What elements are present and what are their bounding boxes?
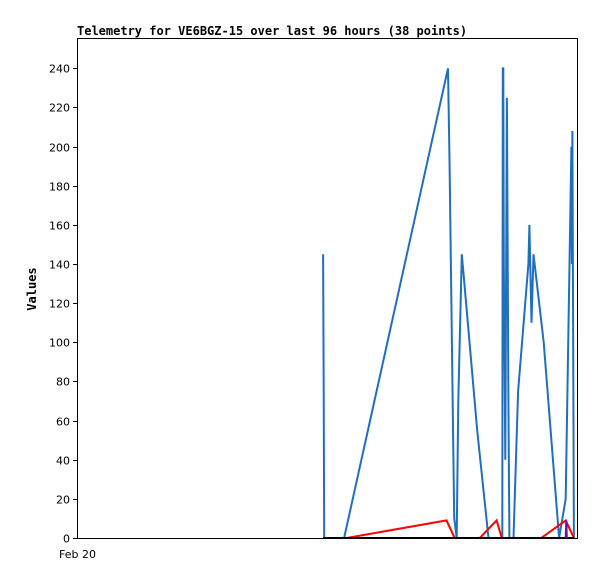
y-tick-label-180: 180 xyxy=(49,181,70,194)
y-tick-label-140: 140 xyxy=(49,259,70,272)
series-group xyxy=(322,67,575,539)
y-tick-label-0: 0 xyxy=(63,533,70,546)
series-line-1 xyxy=(323,518,575,539)
y-tick-label-60: 60 xyxy=(56,416,70,429)
x-axis: Feb 20 xyxy=(59,548,96,561)
y-tick-label-80: 80 xyxy=(56,376,70,389)
x-tick-label-0: Feb 20 xyxy=(59,548,96,561)
y-axis: 0 20 40 60 80 100 120 140 160 180 200 220 240 xyxy=(49,63,78,546)
y-tick-label-40: 40 xyxy=(56,455,70,468)
y-axis-label: Values xyxy=(25,267,39,310)
series-line-0 xyxy=(322,67,575,539)
y-tick-label-120: 120 xyxy=(49,298,70,311)
y-tick-label-160: 160 xyxy=(49,220,70,233)
y-tick-label-220: 220 xyxy=(49,102,70,115)
y-tick-label-200: 200 xyxy=(49,142,70,155)
chart-title: Telemetry for VE6BGZ-15 over last 96 hou… xyxy=(77,24,467,38)
series-line-3 xyxy=(564,520,568,539)
y-tick-label-100: 100 xyxy=(49,337,70,350)
y-tick-label-20: 20 xyxy=(56,494,70,507)
y-tick-label-240: 240 xyxy=(49,63,70,76)
